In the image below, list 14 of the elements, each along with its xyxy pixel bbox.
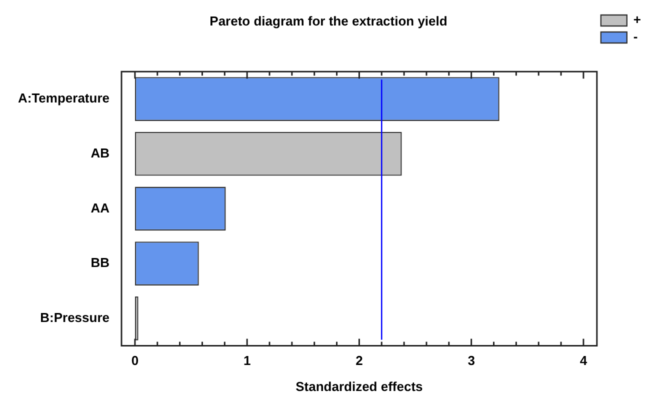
legend-label: - [633,29,638,44]
y-tick-label: BB [90,255,110,270]
y-tick-label: AB [90,145,110,160]
y-tick-label: A:Temperature [18,90,110,106]
x-tick-label: 3 [468,353,475,368]
y-tick-label: AA [90,200,110,216]
x-axis-title: Standardized effects [296,378,423,394]
y-tick-label: B:Pressure [40,310,110,325]
chart-title: Pareto diagram for the extraction yield [210,13,448,28]
x-tick-label: 2 [356,353,363,368]
x-tick-label: 1 [243,353,251,368]
x-tick-label: 0 [131,353,139,368]
legend-label: + [633,12,642,28]
x-tick-label: 4 [580,353,588,368]
